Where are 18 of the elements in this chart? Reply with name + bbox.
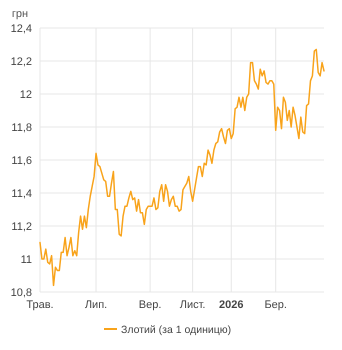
y-tick-label: 11,8 xyxy=(11,122,32,134)
y-tick-label: 12,4 xyxy=(10,23,32,35)
y-tick-label: 10,8 xyxy=(10,287,32,299)
y-tick-label: 12,2 xyxy=(10,56,32,68)
x-tick-label: 2026 xyxy=(219,299,244,311)
y-tick-label: 11,2 xyxy=(11,221,32,233)
y-axis-title: грн xyxy=(12,8,28,20)
x-tick-label: Бер. xyxy=(264,299,287,311)
y-tick-label: 12 xyxy=(20,89,32,101)
x-tick-label: Лист. xyxy=(180,299,206,311)
y-tick-label: 11,4 xyxy=(11,188,32,200)
x-tick-label: Вер. xyxy=(138,299,162,311)
y-tick-label: 11 xyxy=(20,254,32,266)
legend-label: Злотий (за 1 одиницю) xyxy=(121,324,232,336)
x-tick-label: Лип. xyxy=(84,299,108,311)
x-tick-label: Трав. xyxy=(26,299,54,311)
y-tick-label: 11,6 xyxy=(11,155,32,167)
line-series xyxy=(39,48,325,286)
